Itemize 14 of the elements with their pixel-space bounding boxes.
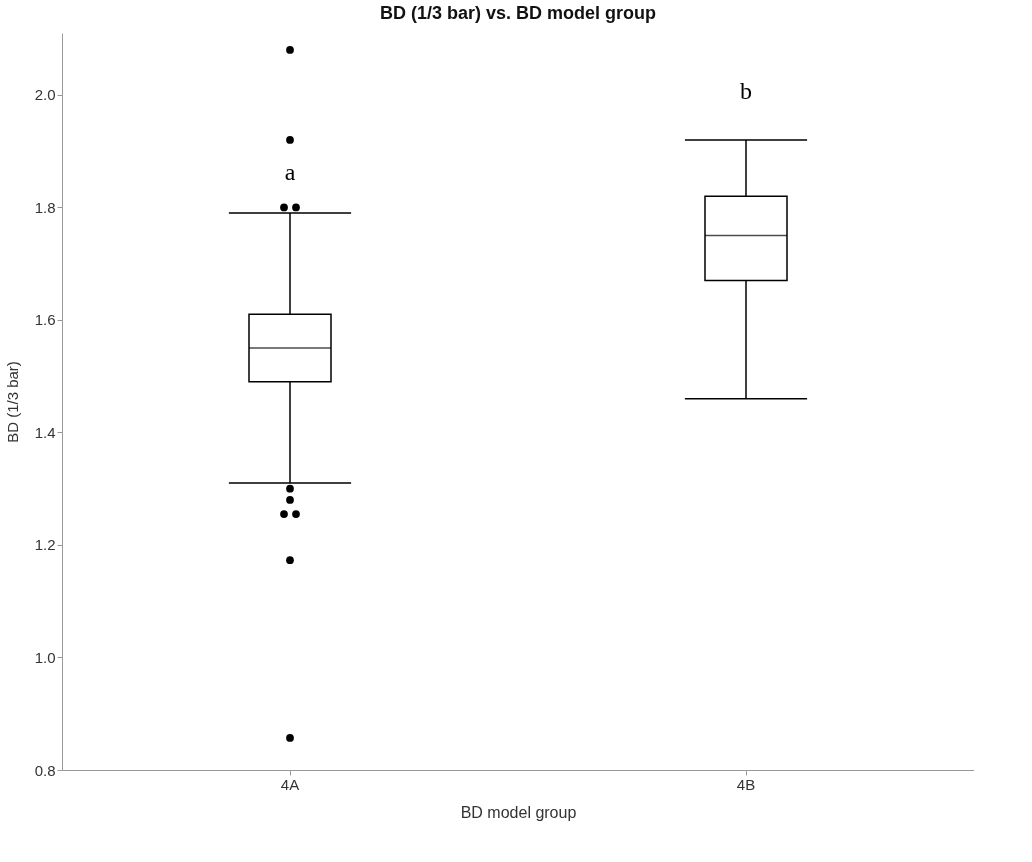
y-tick-label: 0.8 (34, 761, 56, 779)
y-tick-label: 1.8 (34, 198, 56, 216)
y-tick-label: 1.4 (34, 423, 56, 441)
x-tick-label: 4B (736, 775, 756, 793)
y-tick-label: 1.0 (34, 648, 56, 666)
annotation: a (284, 159, 296, 185)
x-tick-label: 4A (280, 775, 300, 793)
y-tick-label: 2.0 (34, 86, 56, 104)
y-tick-label: 1.2 (34, 536, 56, 554)
y-tick-label: 1.6 (34, 311, 56, 329)
y-axis-title: BD (1/3 bar) (3, 361, 21, 443)
annotation: b (740, 78, 752, 104)
x-axis-title: BD model group (460, 803, 577, 821)
chart-title: BD (1/3 bar) vs. BD model group (379, 3, 657, 23)
